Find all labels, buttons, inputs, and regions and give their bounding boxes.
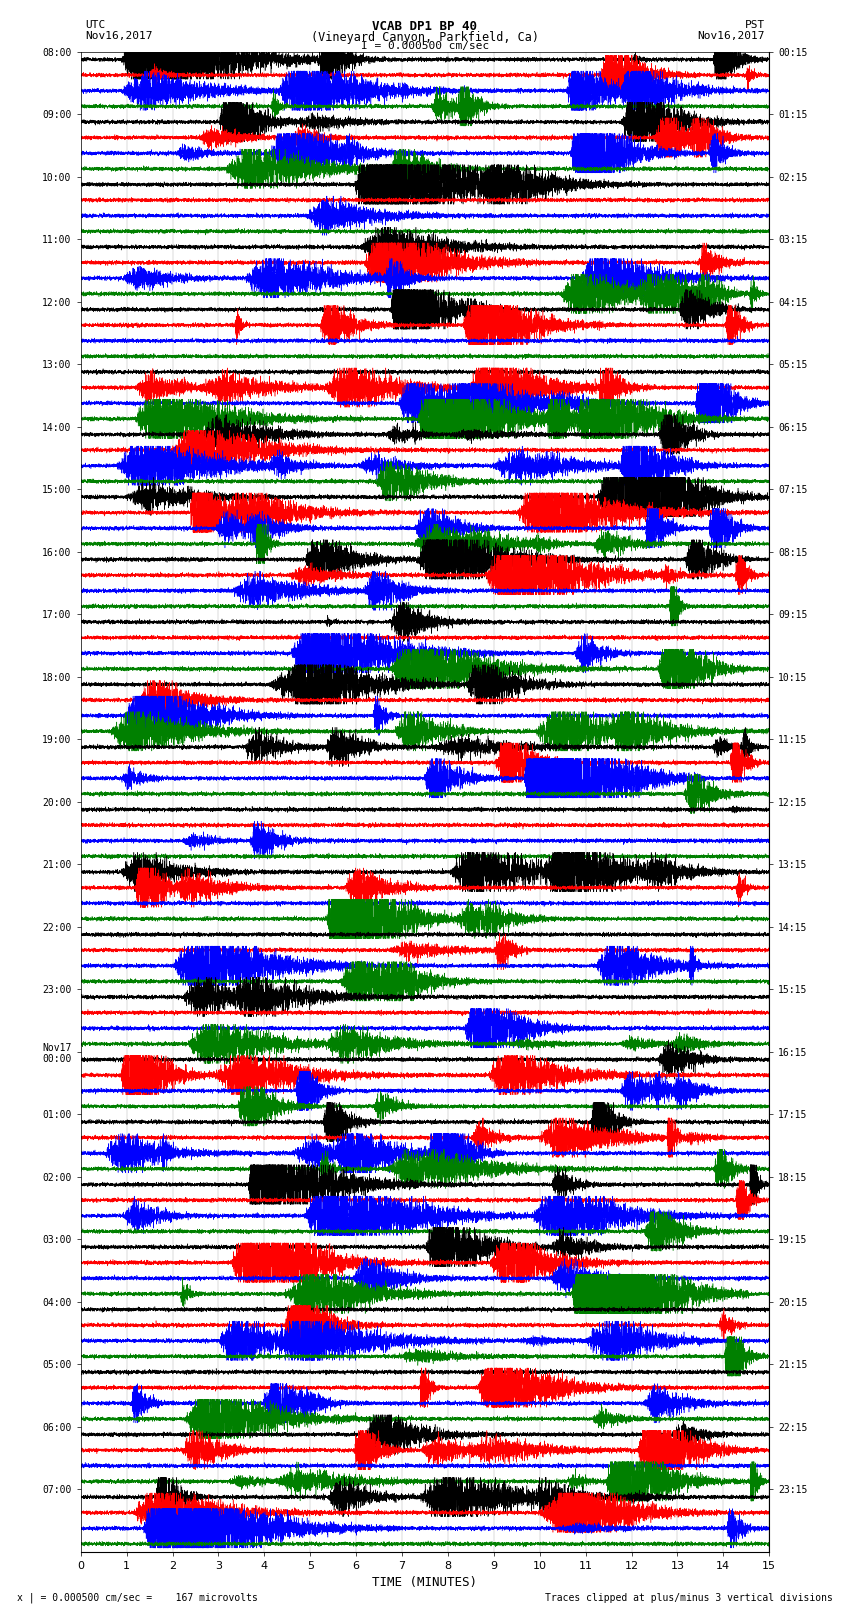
- Text: x | = 0.000500 cm/sec =    167 microvolts: x | = 0.000500 cm/sec = 167 microvolts: [17, 1592, 258, 1603]
- Text: Nov16,2017: Nov16,2017: [85, 31, 152, 40]
- Text: I = 0.000500 cm/sec: I = 0.000500 cm/sec: [361, 40, 489, 52]
- Text: Traces clipped at plus/minus 3 vertical divisions: Traces clipped at plus/minus 3 vertical …: [545, 1594, 833, 1603]
- Text: (Vineyard Canyon, Parkfield, Ca): (Vineyard Canyon, Parkfield, Ca): [311, 31, 539, 44]
- Text: PST: PST: [745, 19, 765, 31]
- Text: VCAB DP1 BP 40: VCAB DP1 BP 40: [372, 19, 478, 34]
- X-axis label: TIME (MINUTES): TIME (MINUTES): [372, 1576, 478, 1589]
- Text: Nov16,2017: Nov16,2017: [698, 31, 765, 40]
- Text: UTC: UTC: [85, 19, 105, 31]
